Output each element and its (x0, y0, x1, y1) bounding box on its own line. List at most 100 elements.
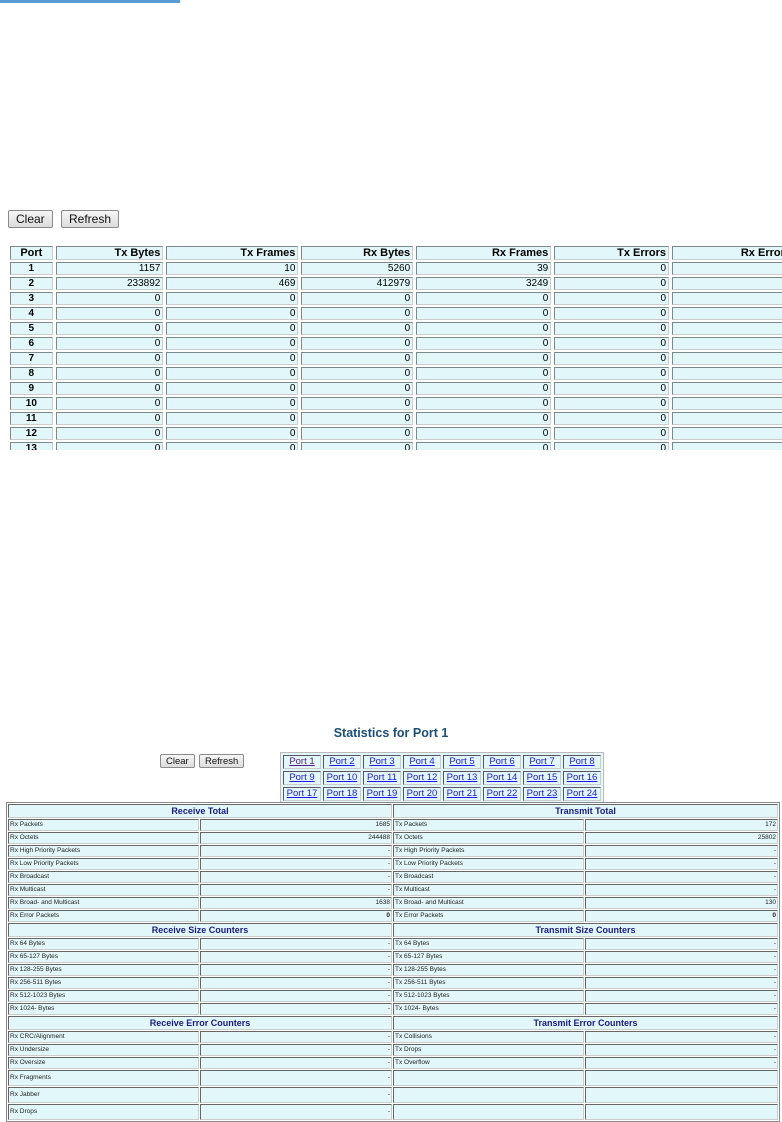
table-cell: 0 (554, 412, 670, 425)
refresh-button[interactable]: Refresh (61, 210, 120, 228)
port-link-24[interactable]: Port 24 (566, 788, 598, 799)
table-cell: 1157 (55, 262, 164, 275)
stat-label: Tx 64 Bytes (393, 938, 584, 950)
port-link-10[interactable]: Port 10 (326, 772, 358, 783)
table-cell: 0 (166, 352, 299, 365)
stat-label: Rx 65-127 Bytes (8, 951, 199, 963)
stat-value: - (200, 858, 392, 870)
table-cell: 5 (10, 322, 53, 335)
port-link-2[interactable]: Port 2 (329, 756, 355, 767)
table-cell: 2 (672, 277, 782, 290)
port-link-4[interactable]: Port 4 (409, 756, 435, 767)
stat-row: Rx Multicast - Tx Multicast - (8, 884, 778, 896)
stat-value: - (585, 938, 778, 950)
port-cell: Port 6 (483, 755, 521, 769)
table-cell: 0 (55, 397, 164, 410)
clear-button[interactable]: Clear (8, 210, 53, 228)
port-cell: Port 15 (523, 771, 561, 785)
port-link-15[interactable]: Port 15 (526, 772, 558, 783)
stat-label: Rx 64 Bytes (8, 938, 199, 950)
table-cell: 2 (10, 277, 53, 290)
port-cell: Port 11 (363, 771, 401, 785)
stat-label: Rx 512-1023 Bytes (8, 990, 199, 1002)
stat-label: Tx Low Priority Packets (393, 858, 584, 870)
stat-label: Rx Oversize (8, 1057, 199, 1069)
stat-label: Tx 512-1023 Bytes (393, 990, 584, 1002)
port-link-18[interactable]: Port 18 (326, 788, 358, 799)
column-header: Tx Bytes (55, 246, 164, 260)
port-cell: Port 20 (403, 787, 441, 801)
table-cell: 0 (672, 307, 782, 320)
stat-row: Rx Packets 1685 Tx Packets 172 (8, 819, 778, 831)
section-header: Transmit Size Counters (393, 923, 778, 937)
table-cell: 0 (416, 397, 552, 410)
stat-value: - (585, 1057, 778, 1069)
table-cell: 0 (166, 322, 299, 335)
port-link-20[interactable]: Port 20 (406, 788, 438, 799)
table-cell: 0 (301, 442, 414, 450)
stat-label (393, 1104, 584, 1120)
port-cell: Port 17 (283, 787, 321, 801)
table-cell: 0 (672, 262, 782, 275)
stat-row: Rx Broad- and Multicast 1638 Tx Broad- and… (8, 897, 778, 909)
stat-label: Rx Broadcast (8, 871, 199, 883)
stat-row: Rx Error Packets 0 Tx Error Packets 0 (8, 910, 778, 922)
table-cell: 0 (554, 337, 670, 350)
port-overview-table-container[interactable]: Port Tx Bytes Tx Frames Rx Bytes Rx Frames Tx… (7, 244, 782, 450)
stat-value: - (585, 871, 778, 883)
stat-value: - (200, 1003, 392, 1015)
port-selector: Port 1 Port 2 Port 3 Port 4 Port 5 Port 6 Port… (280, 752, 604, 804)
port-link-14[interactable]: Port 14 (486, 772, 518, 783)
port-link-9[interactable]: Port 9 (289, 772, 315, 783)
port-link-6[interactable]: Port 6 (489, 756, 515, 767)
port-link-8[interactable]: Port 8 (569, 756, 595, 767)
port-link-22[interactable]: Port 22 (486, 788, 518, 799)
table-cell: 0 (166, 337, 299, 350)
port-link-3[interactable]: Port 3 (369, 756, 395, 767)
port-cell: Port 7 (523, 755, 561, 769)
table-cell: 0 (166, 427, 299, 440)
detail-refresh-button[interactable]: Refresh (199, 754, 245, 768)
stat-label: Rx Broad- and Multicast (8, 897, 199, 909)
port-link-5[interactable]: Port 5 (449, 756, 475, 767)
port-link-19[interactable]: Port 19 (366, 788, 398, 799)
table-cell: 0 (55, 442, 164, 450)
table-cell: 0 (301, 352, 414, 365)
section-header-row: Receive Total Transmit Total (8, 804, 778, 818)
stat-row: Rx Jabber - (8, 1087, 778, 1103)
stat-label: Tx Collisions (393, 1031, 584, 1043)
port-link-13[interactable]: Port 13 (446, 772, 478, 783)
port-link-7[interactable]: Port 7 (529, 756, 555, 767)
table-cell: 5260 (301, 262, 414, 275)
stat-label: Tx Multicast (393, 884, 584, 896)
stat-label: Rx 128-255 Bytes (8, 964, 199, 976)
table-cell: 0 (416, 337, 552, 350)
stat-label: Tx Error Packets (393, 910, 584, 922)
port-link-1[interactable]: Port 1 (289, 756, 315, 767)
stat-label: Tx Drops (393, 1044, 584, 1056)
port-statistics-table: Receive Total Transmit Total Rx Packets 168… (6, 802, 780, 1122)
table-cell: 0 (672, 382, 782, 395)
column-header: Rx Bytes (301, 246, 414, 260)
stat-value: - (585, 964, 778, 976)
table-cell: 0 (55, 352, 164, 365)
table-cell: 0 (416, 442, 552, 450)
stat-value: - (200, 951, 392, 963)
stat-value: - (585, 845, 778, 857)
table-cell: 0 (672, 397, 782, 410)
table-cell: 0 (55, 412, 164, 425)
port-link-17[interactable]: Port 17 (286, 788, 318, 799)
port-link-12[interactable]: Port 12 (406, 772, 438, 783)
table-cell: 13 (10, 442, 53, 450)
stat-value: 1685 (200, 819, 392, 831)
port-link-11[interactable]: Port 11 (367, 772, 397, 783)
port-link-16[interactable]: Port 16 (566, 772, 598, 783)
section-header: Receive Size Counters (8, 923, 392, 937)
port-link-23[interactable]: Port 23 (526, 788, 558, 799)
detail-clear-button[interactable]: Clear (160, 754, 195, 768)
stat-label: Tx Broad- and Multicast (393, 897, 584, 909)
port-overview-table: Port Tx Bytes Tx Frames Rx Bytes Rx Frames Tx… (7, 244, 782, 450)
port-link-21[interactable]: Port 21 (446, 788, 478, 799)
table-cell: 0 (672, 427, 782, 440)
table-cell: 412979 (301, 277, 414, 290)
